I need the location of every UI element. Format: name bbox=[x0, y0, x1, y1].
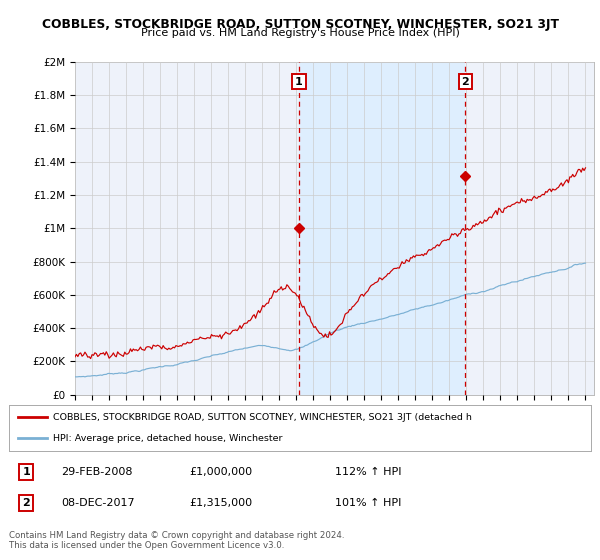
Text: 2: 2 bbox=[23, 498, 31, 508]
Text: 101% ↑ HPI: 101% ↑ HPI bbox=[335, 498, 401, 508]
Text: 1: 1 bbox=[295, 77, 303, 87]
Text: 2: 2 bbox=[461, 77, 469, 87]
Text: HPI: Average price, detached house, Winchester: HPI: Average price, detached house, Winc… bbox=[53, 434, 282, 443]
Text: £1,000,000: £1,000,000 bbox=[190, 466, 253, 477]
Text: COBBLES, STOCKBRIDGE ROAD, SUTTON SCOTNEY, WINCHESTER, SO21 3JT (detached h: COBBLES, STOCKBRIDGE ROAD, SUTTON SCOTNE… bbox=[53, 413, 472, 422]
Text: 29-FEB-2008: 29-FEB-2008 bbox=[61, 466, 133, 477]
Text: Contains HM Land Registry data © Crown copyright and database right 2024.
This d: Contains HM Land Registry data © Crown c… bbox=[9, 531, 344, 550]
Text: COBBLES, STOCKBRIDGE ROAD, SUTTON SCOTNEY, WINCHESTER, SO21 3JT: COBBLES, STOCKBRIDGE ROAD, SUTTON SCOTNE… bbox=[41, 18, 559, 31]
Text: 08-DEC-2017: 08-DEC-2017 bbox=[61, 498, 135, 508]
Text: 112% ↑ HPI: 112% ↑ HPI bbox=[335, 466, 401, 477]
Bar bbox=[299, 62, 465, 395]
Text: Price paid vs. HM Land Registry's House Price Index (HPI): Price paid vs. HM Land Registry's House … bbox=[140, 28, 460, 38]
Text: 1: 1 bbox=[23, 466, 31, 477]
Text: £1,315,000: £1,315,000 bbox=[190, 498, 253, 508]
